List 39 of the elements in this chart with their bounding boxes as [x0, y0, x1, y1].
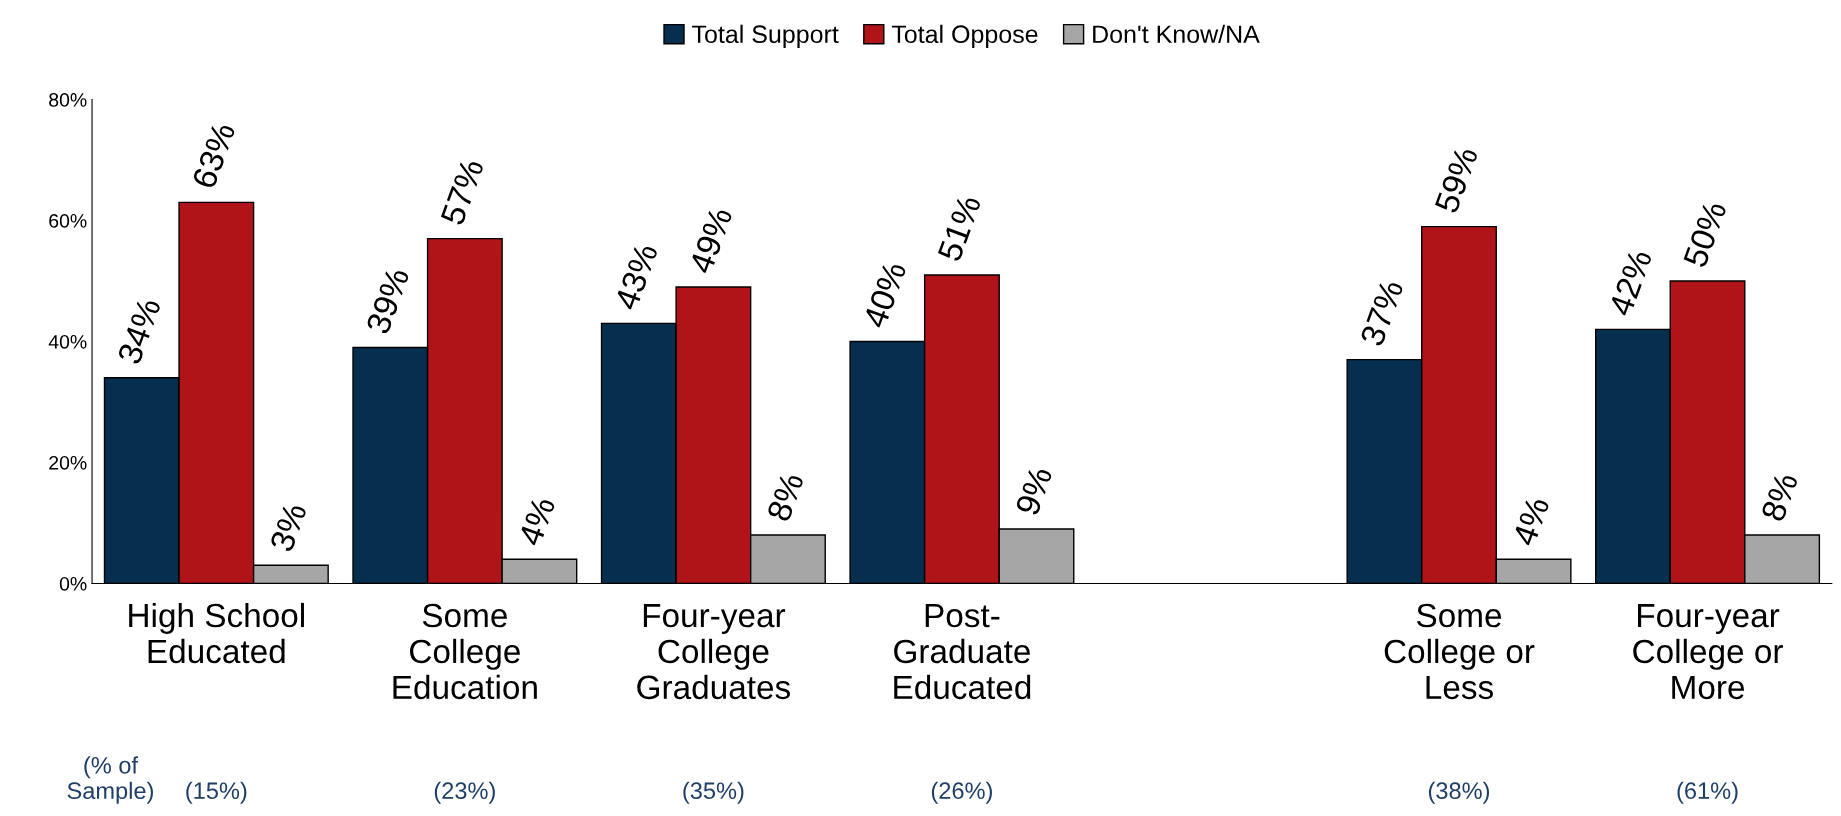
- legend-label: Total Support: [692, 24, 839, 49]
- x-tick-label: Four-year College Graduates: [637, 604, 791, 700]
- x-tick-label: Some College or Less: [1384, 603, 1535, 700]
- data-label: 4%: [517, 495, 556, 548]
- y-tick-label: 0%: [59, 576, 87, 591]
- data-label: 51%: [937, 194, 982, 263]
- data-label: 4%: [1511, 495, 1550, 548]
- data-label: 50%: [1682, 200, 1727, 269]
- data-label: 59%: [1434, 145, 1479, 214]
- y-tick-label: 40%: [48, 334, 87, 349]
- data-label: 37%: [1359, 278, 1404, 348]
- x-tick-label: Four-year College or More: [1633, 604, 1783, 700]
- data-label: 57%: [440, 157, 485, 227]
- data-label: 42%: [1608, 248, 1653, 318]
- data-label: 39%: [365, 266, 410, 336]
- text: (26%): [931, 781, 992, 804]
- text: (35%): [683, 781, 744, 804]
- text: (38%): [1428, 781, 1490, 804]
- data-label: 43%: [613, 242, 659, 312]
- legend-label: Total Oppose: [891, 24, 1038, 49]
- text: (61%): [1677, 781, 1738, 804]
- data-label: 40%: [862, 260, 907, 330]
- data-label: 8%: [766, 471, 805, 523]
- data-label: 34%: [117, 296, 162, 366]
- x-tick-label: High School Educated: [129, 602, 304, 664]
- data-label: 9%: [1015, 465, 1053, 517]
- text: (23%): [434, 781, 495, 804]
- x-tick-label: Some College Education: [393, 603, 537, 700]
- data-label: 63%: [191, 121, 236, 190]
- data-label: 8%: [1760, 471, 1799, 523]
- legend-label: Don't Know/NA: [1093, 24, 1260, 44]
- text: (% of Sample): [67, 756, 153, 804]
- data-label: 3%: [269, 501, 308, 553]
- x-tick-label: Post- Graduate Educated: [894, 604, 1031, 700]
- data-label: 49%: [688, 206, 733, 276]
- y-tick-label: 80%: [49, 93, 87, 107]
- text: (15%): [186, 781, 247, 804]
- y-tick-label: 60%: [49, 213, 87, 228]
- y-tick-label: 20%: [49, 455, 87, 470]
